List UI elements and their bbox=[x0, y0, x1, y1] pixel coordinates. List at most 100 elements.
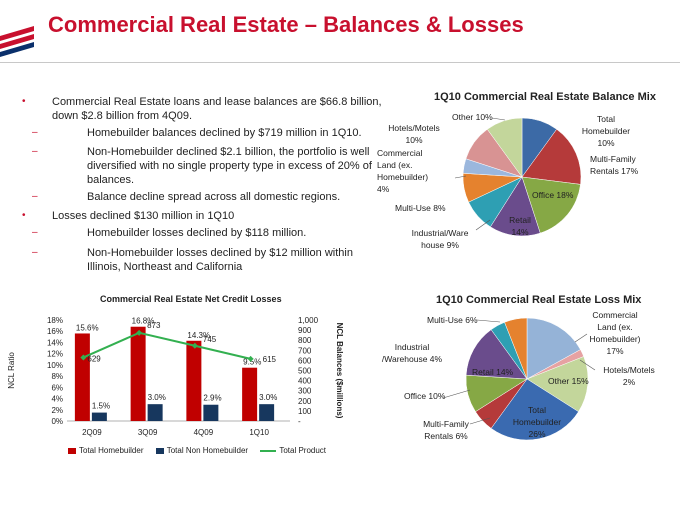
page-title: Commercial Real Estate – Balances & Loss… bbox=[48, 12, 524, 37]
y2-tick-label: 1,000 bbox=[298, 316, 319, 325]
line-total-product bbox=[82, 331, 251, 360]
y-tick-label: 16% bbox=[47, 327, 63, 336]
pie-label-industrial: Industrial bbox=[395, 342, 430, 352]
bullet-text: Losses declined $130 million in 1Q10 bbox=[52, 210, 235, 222]
ncl-chart-legend: Total Homebuilder Total Non Homebuilder … bbox=[68, 446, 326, 455]
pie-label-land: Land (ex. bbox=[597, 322, 632, 332]
x-tick-label: 1Q10 bbox=[249, 428, 269, 437]
pie-leader-line bbox=[574, 333, 588, 343]
y2-tick-label: 200 bbox=[298, 397, 312, 406]
y-tick-label: 2% bbox=[51, 406, 63, 415]
point-total-product bbox=[191, 342, 198, 349]
y2-tick-label: 500 bbox=[298, 367, 312, 376]
bar-non-homebuilder bbox=[91, 412, 107, 421]
pie-label-homebuilder: 10% bbox=[597, 138, 614, 148]
pie-slice bbox=[465, 329, 528, 380]
pie-leader-line bbox=[475, 219, 491, 231]
y2-tick-label: - bbox=[298, 417, 301, 426]
bar-homebuilder bbox=[74, 333, 90, 421]
pie-label-land: Land (ex. bbox=[377, 160, 412, 170]
line-label-total-product: 629 bbox=[87, 354, 101, 363]
bullet-text: Non-Homebuilder declined $2.1 billion, t… bbox=[87, 146, 372, 186]
pie-label-industrial: /Warehouse 4% bbox=[382, 354, 443, 364]
bar-label-homebuilder: 9.5% bbox=[243, 358, 261, 367]
pie-label-land: 17% bbox=[606, 346, 623, 356]
pie-label-industrial: house 9% bbox=[421, 240, 459, 250]
point-total-product bbox=[136, 329, 143, 336]
legend-label-non-homebuilder: Total Non Homebuilder bbox=[166, 446, 249, 456]
bullet-text: Non-Homebuilder losses declined by $12 m… bbox=[87, 247, 353, 273]
y-tick-label: 12% bbox=[47, 350, 63, 359]
pie-label-multiuse: Multi-Use 6% bbox=[427, 315, 478, 325]
legend-swatch-total-product bbox=[260, 449, 277, 452]
pie-label-hotels: Hotels/Motels bbox=[388, 123, 440, 133]
pie-label-hotels: Hotels/Motels bbox=[603, 365, 655, 375]
pie-label-land: Homebuilder) bbox=[589, 334, 640, 344]
bullet-text: Commercial Real Estate loans and lease b… bbox=[52, 96, 382, 122]
pie-leader-line bbox=[476, 319, 501, 323]
pie-leader-line bbox=[491, 117, 506, 121]
pie-label-multiuse: Multi-Use 8% bbox=[395, 203, 446, 213]
bullet-text: Homebuilder losses declined by $118 mill… bbox=[87, 227, 307, 239]
bar-label-homebuilder: 15.6% bbox=[76, 323, 99, 332]
pie-label-office: Office 10% bbox=[404, 391, 446, 401]
point-total-product bbox=[247, 355, 254, 362]
pie-label-other: Other 10% bbox=[452, 112, 493, 122]
pie-label-retail: Retail 14% bbox=[472, 367, 514, 377]
pie-label-homebuilder: Total bbox=[528, 405, 546, 415]
pie-leader-line bbox=[454, 175, 467, 179]
y-tick-label: 18% bbox=[47, 316, 63, 325]
pie-slice bbox=[526, 317, 581, 380]
y2-tick-label: 600 bbox=[298, 356, 312, 365]
bar-homebuilder bbox=[130, 326, 146, 421]
bullet-text: Homebuilder balances declined by $719 mi… bbox=[87, 127, 362, 139]
y2-tick-label: 900 bbox=[298, 326, 312, 335]
bullet-dash-icon: – bbox=[32, 127, 38, 138]
x-tick-label: 3Q09 bbox=[138, 428, 158, 437]
bullet-dash-icon: – bbox=[32, 247, 38, 258]
legend-label-homebuilder: Total Homebuilder bbox=[79, 446, 144, 456]
pie-label-land: 4% bbox=[377, 184, 390, 194]
ncl-chart-title: Commercial Real Estate Net Credit Losses bbox=[100, 294, 282, 304]
bar-homebuilder bbox=[186, 340, 202, 421]
y-tick-label: 0% bbox=[51, 417, 63, 426]
pie-label-land: Homebuilder) bbox=[377, 172, 428, 182]
y-tick-label: 6% bbox=[51, 383, 63, 392]
line-label-total-product: 745 bbox=[203, 335, 217, 344]
y2-tick-label: 700 bbox=[298, 346, 312, 355]
legend-swatch-homebuilder bbox=[68, 447, 76, 454]
line-label-total-product: 873 bbox=[147, 321, 161, 330]
title-divider bbox=[0, 62, 680, 63]
bar-label-non-homebuilder: 3.0% bbox=[148, 393, 166, 402]
pie-slice bbox=[526, 356, 589, 413]
x-tick-label: 2Q09 bbox=[82, 428, 102, 437]
point-total-product bbox=[80, 354, 87, 361]
pie-label-multifamily: Rentals 6% bbox=[424, 431, 468, 441]
pie-slice bbox=[521, 176, 581, 234]
pie-label-retail: Retail bbox=[509, 215, 531, 225]
pie-label-hotels: 10% bbox=[405, 135, 422, 145]
y2-tick-label: 100 bbox=[298, 407, 312, 416]
bullet-dash-icon: – bbox=[32, 146, 38, 157]
bar-non-homebuilder bbox=[147, 404, 163, 421]
legend-label-total-product: Total Product bbox=[279, 446, 327, 456]
pie-label-industrial: Industrial/Ware bbox=[412, 228, 469, 238]
bar-label-non-homebuilder: 1.5% bbox=[92, 402, 110, 411]
legend-swatch-non-homebuilder bbox=[155, 447, 164, 454]
y-tick-label: 10% bbox=[47, 361, 63, 370]
pie-label-other: Other 15% bbox=[548, 376, 589, 386]
bar-homebuilder bbox=[242, 367, 258, 421]
bar-label-homebuilder: 16.8% bbox=[132, 317, 155, 326]
y-tick-label: 14% bbox=[47, 338, 63, 347]
bank-logo-icon bbox=[0, 26, 34, 57]
pie-slice bbox=[490, 378, 579, 441]
pie-label-homebuilder: Total bbox=[597, 114, 615, 124]
pie-slice bbox=[521, 128, 582, 185]
bullet-dot-icon: • bbox=[22, 96, 26, 107]
pie-label-hotels: 2% bbox=[623, 377, 636, 387]
bar-label-homebuilder: 14.3% bbox=[187, 331, 210, 340]
bar-non-homebuilder bbox=[203, 404, 219, 421]
pie-slice bbox=[486, 117, 523, 178]
x-tick-label: 4Q09 bbox=[194, 428, 214, 437]
